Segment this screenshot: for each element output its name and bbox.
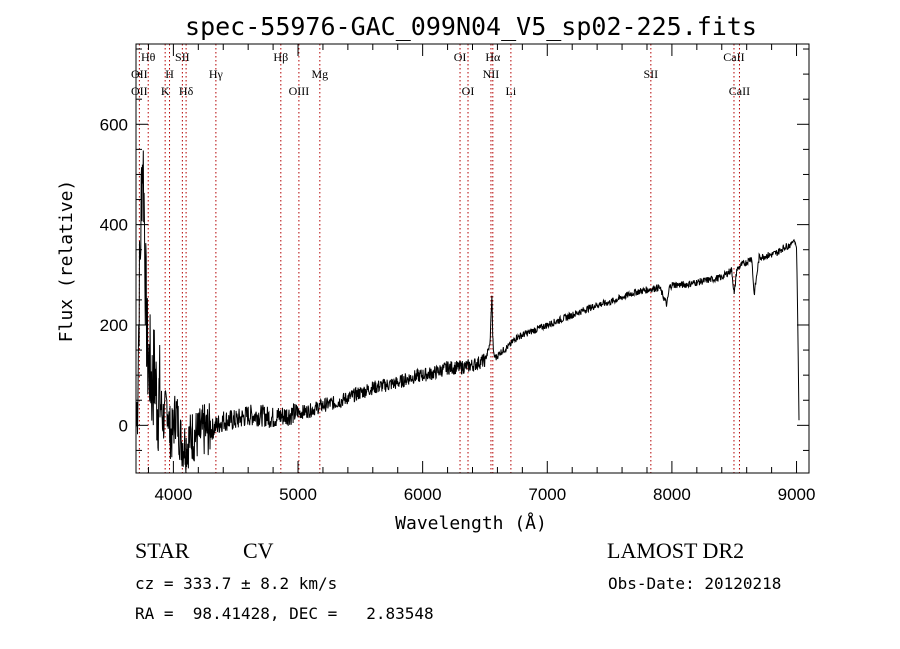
line-marker-label: SII (175, 50, 190, 64)
line-marker-label: OII (131, 84, 148, 98)
y-tick-label: 0 (119, 416, 128, 435)
x-tick-label: 7000 (528, 485, 566, 504)
coords-text: RA = 98.41428, DEC = 2.83548 (135, 604, 434, 623)
line-marker-label: OIII (289, 84, 310, 98)
line-marker-label: CaII (729, 84, 750, 98)
x-tick-label: 6000 (404, 485, 442, 504)
x-tick-label: 8000 (653, 485, 691, 504)
y-tick-label: 200 (100, 316, 128, 335)
plot-frame (135, 43, 810, 474)
subclass-label: CV (243, 538, 274, 563)
line-marker-label: CaII (723, 50, 744, 64)
redshift-text: cz = 333.7 ± 8.2 km/s (135, 574, 338, 593)
obs-date-text: Obs-Date: 20120218 (608, 574, 782, 593)
line-marker-label: Hα (485, 50, 501, 64)
line-marker-label: Mg (311, 67, 328, 81)
line-marker-label: Hδ (179, 84, 194, 98)
survey-label: LAMOST DR2 (607, 538, 745, 563)
spectrum-line (136, 150, 800, 474)
line-marker-label: OI (454, 50, 467, 64)
y-tick-label: 600 (100, 115, 128, 134)
line-marker-label: K (161, 84, 170, 98)
line-marker-label: Hθ (141, 50, 156, 64)
line-marker-label: Hβ (273, 50, 288, 64)
y-axis-label: Flux (relative) (56, 180, 77, 343)
class-label: STAR (135, 538, 190, 563)
x-tick-label: 9000 (778, 485, 816, 504)
y-tick-label: 400 (100, 216, 128, 235)
line-marker-label: SII (644, 67, 659, 81)
x-tick-label: 5000 (279, 485, 317, 504)
line-markers: HθOIIOIIHKSIIHδHγHβOIIIMgOIOIHαNIILiSIIC… (131, 44, 750, 473)
x-tick-label: 4000 (154, 485, 192, 504)
line-marker-label: OI (462, 84, 475, 98)
line-marker-label: Hγ (209, 67, 224, 81)
line-marker-label: H (165, 67, 174, 81)
line-marker-label: Li (506, 84, 517, 98)
chart-title: spec-55976-GAC_099N04_V5_sp02-225.fits (185, 12, 757, 41)
line-marker-label: NII (483, 67, 500, 81)
axis-ticks: 4000 5000 6000 7000 8000 9000 0 200 400 600 (100, 44, 816, 504)
x-axis-label: Wavelength (Å) (395, 512, 547, 534)
